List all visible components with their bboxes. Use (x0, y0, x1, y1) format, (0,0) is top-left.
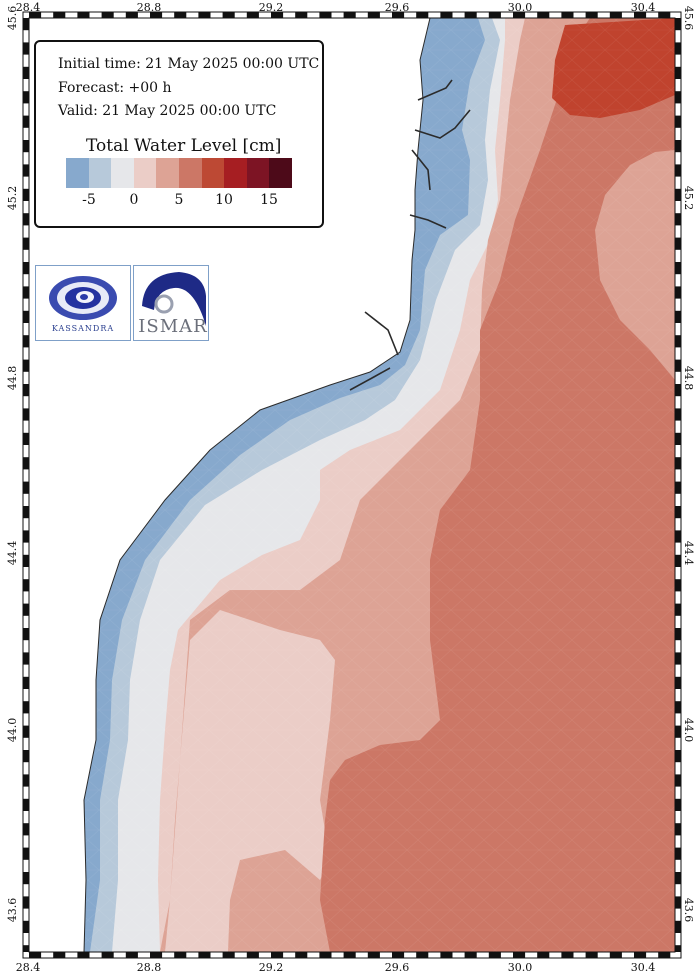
legend-label-minus5: -5 (82, 192, 96, 208)
legend-swatch-6 (201, 158, 225, 188)
frame-scale-bars (23, 12, 681, 958)
danube-delta-channels (349, 79, 471, 391)
lat-label-44.8-right: 44.8 (682, 366, 695, 391)
lat-label-45.2-left: 45.2 (6, 186, 19, 211)
lat-label-45.6-left: 45.6 (6, 6, 19, 31)
lon-label-29.6-bottom: 29.6 (385, 961, 410, 974)
lon-label-29.6-top: 29.6 (385, 1, 410, 14)
lat-label-44.4-right: 44.4 (682, 541, 695, 566)
lon-label-29.2-bottom: 29.2 (259, 961, 284, 974)
legend-swatch-0 (66, 158, 89, 188)
lon-label-30.0-top: 30.0 (508, 1, 533, 14)
legend-swatch-5 (178, 158, 202, 188)
valid-time-label: Valid: 21 May 2025 00:00 UTC (58, 103, 277, 119)
color-scale-bar (66, 158, 292, 188)
legend-swatch-8 (246, 158, 270, 188)
lon-label-30.0-bottom: 30.0 (508, 961, 533, 974)
lat-label-45.2-right: 45.2 (682, 186, 695, 211)
forecast-label: Forecast: +00 h (58, 80, 172, 96)
legend-label-0: 0 (129, 192, 139, 208)
lat-label-44.0-left: 44.0 (6, 718, 19, 743)
kassandra-logo-text: KASSANDRA (51, 324, 115, 333)
ismar-logo-text: ISMAR (138, 316, 208, 337)
lon-label-28.8-top: 28.8 (137, 1, 162, 14)
lat-label-43.6-left: 43.6 (6, 898, 19, 923)
kassandra-swirl-icon (49, 276, 117, 320)
lon-label-30.4-top: 30.4 (631, 1, 656, 14)
legend-label-5: 5 (174, 192, 184, 208)
lon-label-28.4-top: 28.4 (16, 1, 41, 14)
map-frame (22, 11, 682, 959)
lat-label-44.0-right: 44.0 (682, 718, 695, 743)
lat-label-43.6-right: 43.6 (682, 898, 695, 923)
lon-label-29.2-top: 29.2 (259, 1, 284, 14)
legend-swatch-7 (224, 158, 247, 188)
legend-label-10: 10 (215, 192, 233, 208)
legend-swatch-2 (111, 158, 134, 188)
coordinate-labels: 28.4 28.4 28.8 28.8 29.2 29.2 29.6 29.6 30.0 30.0… (6, 1, 695, 974)
initial-time-label: Initial time: 21 May 2025 00:00 UTC (58, 56, 320, 72)
kassandra-logo: KASSANDRA (35, 265, 131, 341)
legend-swatch-3 (133, 158, 157, 188)
legend-swatch-1 (88, 158, 112, 188)
land-coast (29, 18, 431, 952)
forecast-info-panel: Initial time: 21 May 2025 00:00 UTC Fore… (34, 40, 324, 228)
legend-swatch-4 (156, 158, 179, 188)
legend-title: Total Water Level [cm] (86, 136, 282, 156)
legend-swatch-9 (269, 158, 292, 188)
lat-label-44.4-left: 44.4 (6, 541, 19, 566)
water-level-field (29, 18, 675, 952)
lon-label-28.4-bottom: 28.4 (16, 961, 41, 974)
lat-label-44.8-left: 44.8 (6, 366, 19, 391)
ismar-logo: ISMAR (133, 265, 209, 341)
lon-label-30.4-bottom: 30.4 (631, 961, 656, 974)
lat-label-45.6-right: 45.6 (682, 6, 695, 31)
ismar-wave-icon (142, 272, 206, 326)
legend-label-15: 15 (260, 192, 278, 208)
lon-label-28.8-bottom: 28.8 (137, 961, 162, 974)
